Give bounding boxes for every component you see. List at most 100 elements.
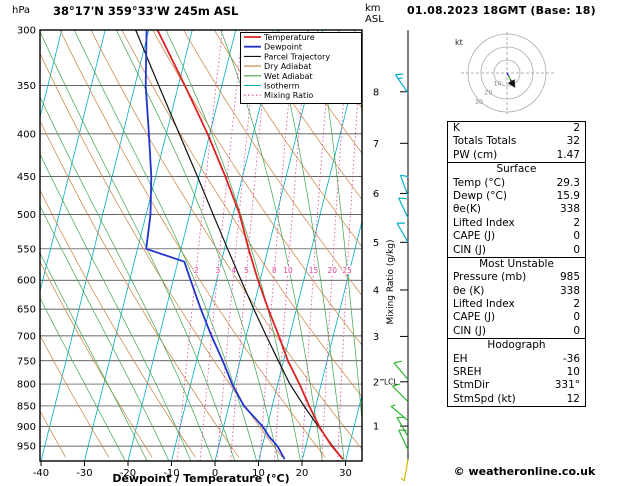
pressure-tick-label: 900	[17, 422, 36, 433]
copyright: © weatheronline.co.uk	[453, 465, 596, 478]
stat-value: 1.47	[556, 148, 580, 161]
mixing-ratio-line	[274, 30, 309, 461]
x-tick-label: -30	[76, 468, 92, 479]
wind-barb	[396, 222, 409, 243]
dewpoint-curve	[144, 30, 286, 460]
wind-barb	[398, 429, 409, 451]
stats-box: K 2 Totals Totals 32 PW (cm) 1.47	[447, 121, 586, 164]
stat-label: θe (K)	[453, 284, 485, 297]
mixing-ratio-axis-label: Mixing Ratio (g/kg)	[386, 239, 396, 325]
dry-adiabat-line	[40, 260, 153, 458]
hodograph-trace	[506, 72, 510, 77]
wet-adiabat-line	[40, 204, 170, 461]
mixing-ratio-value-label: 25	[342, 266, 352, 275]
wind-barb-full	[398, 197, 407, 200]
stat-label: CAPE (J)	[453, 311, 496, 324]
hodograph-ring	[493, 59, 521, 87]
hodograph-unit-label: kt	[455, 38, 463, 47]
stat-value: 32	[566, 135, 580, 148]
wind-barb-staff	[403, 459, 409, 481]
hodograph-trace	[507, 79, 516, 88]
stat-label: Pressure (mb)	[453, 271, 527, 284]
stats-panel: K 2 Totals Totals 32 PW (cm) 1.47 Surface Temp …	[447, 121, 586, 408]
km-tick-label: 7	[373, 139, 379, 150]
wind-barb	[399, 174, 409, 197]
stats-section-title: Most Unstable	[479, 257, 554, 270]
stat-value: 985	[559, 271, 580, 284]
pressure-tick-label: 950	[17, 442, 36, 453]
wind-barb	[398, 197, 409, 219]
mixing-ratio-line	[199, 30, 243, 461]
pressure-tick-label: 650	[17, 305, 36, 316]
dry-adiabat-line	[121, 30, 362, 398]
wind-barb-staff	[394, 74, 409, 94]
dry-adiabat-line	[152, 30, 362, 346]
x-tick-label: 0	[212, 468, 218, 479]
legend-label: Parcel Trajectory	[264, 52, 330, 61]
pressure-tick-label: 400	[17, 129, 36, 140]
mixing-ratio-value-label: 3	[215, 266, 220, 275]
isotherm-line	[40, 30, 150, 461]
stat-label: Lifted Index	[453, 298, 515, 311]
stat-row: θe (K) 338	[448, 285, 585, 298]
wind-barb-full	[393, 360, 402, 364]
stat-row: Temp (°C) 29.3	[448, 177, 585, 190]
legend-label: Dry Adiabat	[264, 62, 311, 71]
wind-barb	[393, 360, 409, 380]
stat-label: CAPE (J)	[453, 230, 496, 243]
km-tick-label: 5	[373, 238, 379, 249]
isotherm-line	[127, 30, 237, 461]
wet-adiabat-line	[115, 30, 279, 461]
pressure-axis-unit: hPa	[12, 5, 31, 16]
stat-label: Dewp (°C)	[453, 189, 507, 202]
wind-barb-staff	[399, 175, 409, 197]
stat-label: Temp (°C)	[453, 176, 506, 189]
hodograph-ring	[480, 46, 534, 100]
stat-label: StmDir	[453, 379, 490, 392]
mixing-ratio-line	[321, 30, 350, 461]
stat-row: CAPE (J) 0	[448, 230, 585, 243]
wind-barb	[390, 404, 409, 421]
x-tick-label: 20	[296, 468, 309, 479]
stats-box: Surface Temp (°C) 29.3 Dewp (°C) 15.9 θe(K) 33…	[447, 162, 586, 258]
stat-row: CAPE (J) 0	[448, 311, 585, 324]
stat-value: 15.9	[556, 189, 580, 202]
x-tick-label: -20	[120, 468, 136, 479]
stat-value: 0	[573, 311, 580, 324]
stat-row: EH -36	[448, 353, 585, 366]
wind-barb-full	[400, 174, 409, 178]
km-tick-label: 3	[373, 332, 379, 343]
wind-barbs	[390, 73, 409, 482]
dry-adiabat-line	[40, 334, 110, 458]
stats-box: Most Unstable Pressure (mb) 985 θe (K) 338 Li…	[447, 256, 586, 340]
x-tick-label: -10	[163, 468, 179, 479]
wind-barb-half	[400, 477, 405, 482]
stat-label: CIN (J)	[453, 324, 486, 337]
wet-adiabat-line	[40, 153, 192, 461]
stat-row: CIN (J) 0	[448, 325, 585, 338]
mixing-ratio-line	[216, 30, 258, 461]
mixing-ratio-value-label: 10	[283, 266, 293, 275]
isotherm-line	[40, 30, 106, 293]
pressure-tick-label: 550	[17, 244, 36, 255]
stat-row: StmDir 331°	[448, 379, 585, 392]
altitude-unit-asl: ASL	[365, 14, 384, 25]
isotherm-line	[40, 30, 63, 119]
stats-box: Hodograph EH -36 SREH 10 StmDir 331° StmSpd (kt…	[447, 338, 586, 408]
stat-value: 338	[559, 203, 580, 216]
altitude-axis-unit: km ASL	[365, 3, 384, 25]
stat-value: 2	[573, 298, 580, 311]
pressure-tick-label: 350	[17, 81, 36, 92]
stat-label: CIN (J)	[453, 243, 486, 256]
km-tick-label: 6	[373, 189, 379, 200]
sounding-profiles	[135, 30, 344, 460]
stat-value: 0	[573, 243, 580, 256]
wind-barb	[394, 73, 409, 94]
stat-row: Lifted Index 2	[448, 298, 585, 311]
x-axis-label: Dewpoint / Temperature (°C)	[112, 472, 290, 485]
wind-barb-staff	[393, 362, 409, 380]
isotherm-line	[0, 30, 18, 461]
legend-label: Mixing Ratio	[264, 91, 313, 100]
wind-barb-staff	[396, 222, 409, 243]
